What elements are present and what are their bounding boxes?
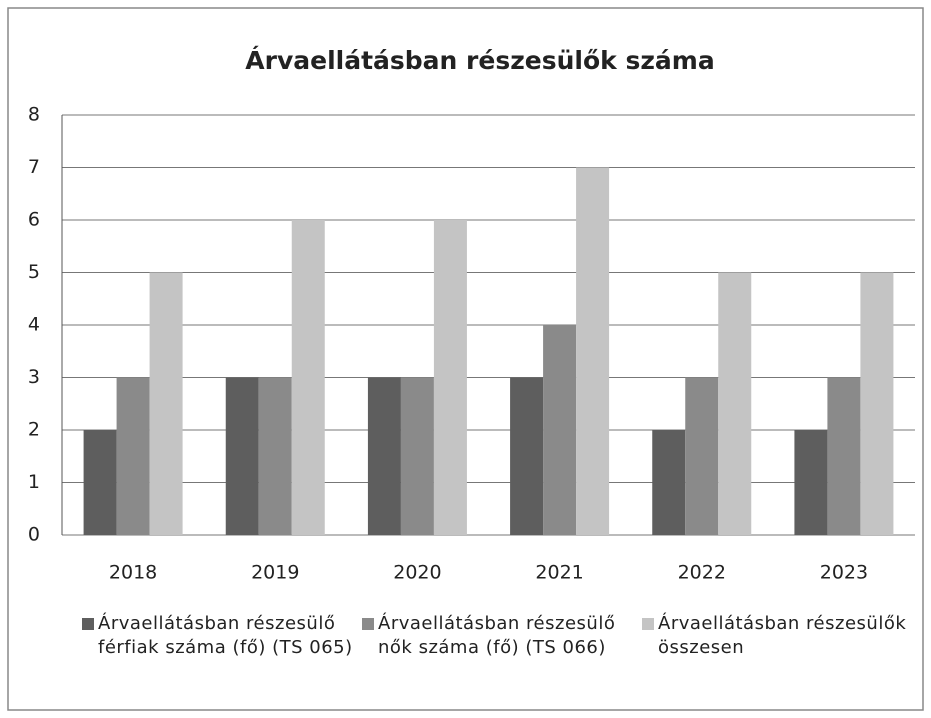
- x-tick-label: 2021: [535, 562, 583, 584]
- bar: [794, 430, 828, 535]
- legend-label: Árvaellátásban részesülő férfiak száma (…: [98, 613, 353, 658]
- bar: [400, 377, 434, 535]
- y-tick-label: 5: [28, 261, 40, 283]
- legend-item: Árvaellátásban részesülő férfiak száma (…: [82, 612, 362, 660]
- bar: [225, 377, 259, 535]
- y-tick-label: 0: [28, 524, 40, 546]
- bar: [291, 220, 325, 535]
- bar: [685, 377, 719, 535]
- x-tick-label: 2018: [109, 562, 157, 584]
- legend-swatch: [362, 618, 374, 630]
- y-tick-label: 3: [28, 366, 40, 388]
- legend-label: Árvaellátásban részesülő nők száma (fő) …: [378, 613, 616, 658]
- x-tick-label: 2023: [820, 562, 868, 584]
- y-tick-label: 2: [28, 419, 40, 441]
- chart-title: Árvaellátásban részesülők száma: [245, 46, 714, 75]
- bar: [718, 272, 752, 535]
- bar: [827, 377, 861, 535]
- bar: [83, 430, 117, 535]
- legend-swatch: [82, 618, 94, 630]
- legend-item: Árvaellátásban részesülő nők száma (fő) …: [362, 612, 642, 660]
- bar: [258, 377, 292, 535]
- bar: [433, 220, 467, 535]
- bar: [149, 272, 183, 535]
- bar: [576, 167, 610, 535]
- y-tick-label: 7: [28, 156, 40, 178]
- bar: [860, 272, 894, 535]
- legend-label: Árvaellátásban részesülők összesen: [658, 613, 907, 658]
- bar: [367, 377, 401, 535]
- legend: Árvaellátásban részesülő férfiak száma (…: [82, 612, 922, 660]
- legend-swatch: [642, 618, 654, 630]
- frame: [7, 7, 924, 711]
- y-tick-label: 1: [28, 471, 40, 493]
- x-tick-label: 2022: [678, 562, 726, 584]
- x-tick-label: 2019: [251, 562, 299, 584]
- y-tick-label: 6: [28, 209, 40, 231]
- y-tick-label: 4: [28, 314, 40, 336]
- x-tick-label: 2020: [393, 562, 441, 584]
- bar: [510, 377, 544, 535]
- bar: [116, 377, 150, 535]
- bar: [543, 325, 577, 535]
- y-tick-label: 8: [28, 104, 40, 126]
- bar: [652, 430, 686, 535]
- legend-item: Árvaellátásban részesülők összesen: [642, 612, 922, 660]
